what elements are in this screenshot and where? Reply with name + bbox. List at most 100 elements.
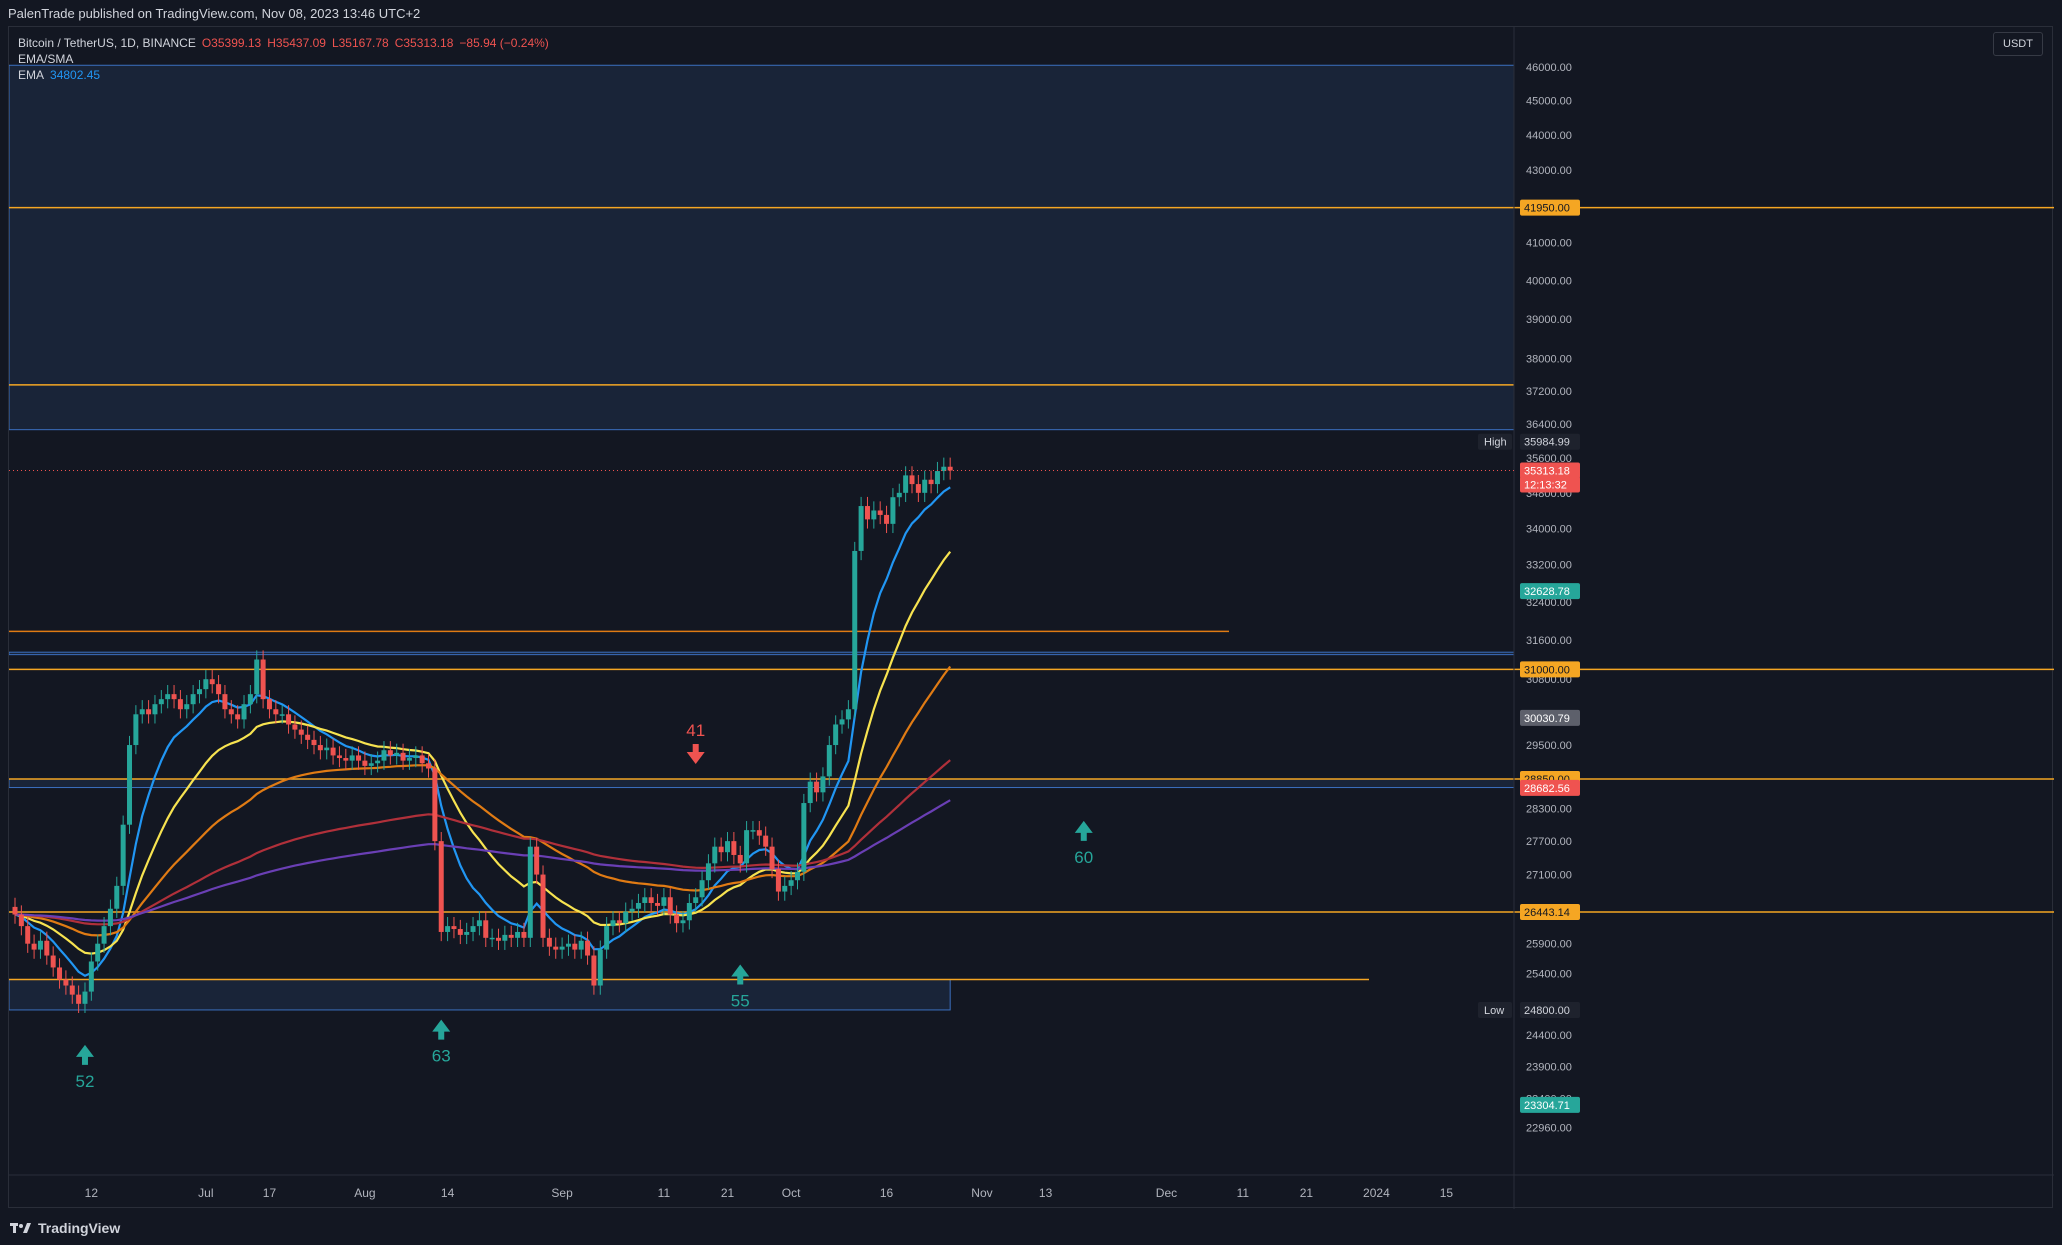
candle-body[interactable] xyxy=(763,835,769,847)
candle-body[interactable] xyxy=(114,885,120,909)
price-chart[interactable]: 52 63 41 55 60 46000.00 45000.00 44000.00 43000.… xyxy=(9,27,2054,1209)
candle-body[interactable] xyxy=(661,897,667,906)
candle-body[interactable] xyxy=(387,750,393,756)
candle-body[interactable] xyxy=(311,739,317,746)
candle-body[interactable] xyxy=(655,902,661,906)
candle-body[interactable] xyxy=(222,694,228,710)
candle-body[interactable] xyxy=(44,940,50,956)
candle-body[interactable] xyxy=(604,926,610,950)
candle-body[interactable] xyxy=(623,911,629,924)
candle-body[interactable] xyxy=(769,846,775,869)
candle-body[interactable] xyxy=(394,752,400,756)
candle-body[interactable] xyxy=(432,768,438,842)
candle-body[interactable] xyxy=(572,943,578,950)
chart-area[interactable]: 52 63 41 55 60 46000.00 45000.00 44000.00 43000.… xyxy=(8,26,2054,1209)
price-marker[interactable] xyxy=(1520,462,1580,479)
candle-body[interactable] xyxy=(101,926,107,944)
candle-body[interactable] xyxy=(814,781,820,793)
candle-body[interactable] xyxy=(864,506,870,520)
candle-body[interactable] xyxy=(324,747,330,751)
candle-body[interactable] xyxy=(228,709,234,715)
legend-ema-sma-row[interactable]: EMA/SMA xyxy=(18,51,549,67)
candle-body[interactable] xyxy=(718,846,724,853)
candle-body[interactable] xyxy=(279,714,285,716)
candle-body[interactable] xyxy=(833,724,839,746)
candle-body[interactable] xyxy=(884,514,890,524)
candle-body[interactable] xyxy=(705,863,711,881)
zone-box[interactable] xyxy=(9,64,1515,431)
candle-body[interactable] xyxy=(286,714,292,725)
candle-body[interactable] xyxy=(235,714,241,720)
candle-body[interactable] xyxy=(807,781,813,804)
candle-body[interactable] xyxy=(699,880,705,898)
candle-body[interactable] xyxy=(890,497,896,524)
candle-body[interactable] xyxy=(107,908,113,927)
candle-body[interactable] xyxy=(381,750,387,761)
candle-body[interactable] xyxy=(839,719,845,725)
candle-body[interactable] xyxy=(63,979,69,986)
candle-body[interactable] xyxy=(216,684,222,695)
candle-body[interactable] xyxy=(241,704,247,720)
price-marker[interactable] xyxy=(1520,199,1580,216)
candle-body[interactable] xyxy=(203,679,209,690)
legend-ema-label[interactable]: EMA xyxy=(18,68,45,82)
candle-body[interactable] xyxy=(750,830,756,832)
candle-body[interactable] xyxy=(413,755,419,759)
candle-body[interactable] xyxy=(508,934,514,938)
candle-body[interactable] xyxy=(419,755,425,764)
candle-body[interactable] xyxy=(744,830,750,864)
candle-body[interactable] xyxy=(37,940,43,950)
candle-body[interactable] xyxy=(693,897,699,903)
candle-body[interactable] xyxy=(502,934,508,941)
candle-body[interactable] xyxy=(934,471,940,485)
candle-body[interactable] xyxy=(330,747,336,756)
candle-body[interactable] xyxy=(470,926,476,932)
price-marker[interactable] xyxy=(1520,583,1580,600)
price-marker[interactable] xyxy=(1520,661,1580,678)
candle-body[interactable] xyxy=(457,929,463,935)
price-marker[interactable] xyxy=(1520,779,1580,796)
candle-body[interactable] xyxy=(928,479,934,485)
candle-body[interactable] xyxy=(635,902,641,909)
candle-body[interactable] xyxy=(794,871,800,881)
candle-body[interactable] xyxy=(616,920,622,924)
price-marker[interactable] xyxy=(1520,433,1580,450)
candle-body[interactable] xyxy=(896,492,902,498)
candle-body[interactable] xyxy=(375,760,381,764)
price-marker[interactable] xyxy=(1520,904,1580,921)
moving-average-line[interactable] xyxy=(14,799,951,922)
candle-body[interactable] xyxy=(464,931,470,935)
candle-body[interactable] xyxy=(775,868,781,892)
candle-body[interactable] xyxy=(476,920,482,927)
currency-selector[interactable]: USDT xyxy=(1993,32,2043,56)
candle-body[interactable] xyxy=(871,510,877,520)
candle-body[interactable] xyxy=(686,902,692,921)
candle-body[interactable] xyxy=(343,758,349,761)
candle-body[interactable] xyxy=(648,897,654,903)
zone-box[interactable] xyxy=(9,651,1515,656)
candle-body[interactable] xyxy=(254,659,260,695)
candle-body[interactable] xyxy=(788,880,794,886)
candle-body[interactable] xyxy=(305,734,311,740)
candle-body[interactable] xyxy=(877,510,883,515)
candle-body[interactable] xyxy=(826,745,832,777)
candle-body[interactable] xyxy=(534,846,540,875)
candle-body[interactable] xyxy=(680,920,686,924)
candle-body[interactable] xyxy=(426,763,432,769)
candle-body[interactable] xyxy=(629,908,635,912)
moving-average-line[interactable] xyxy=(14,759,951,926)
candle-body[interactable] xyxy=(578,940,584,950)
candle-body[interactable] xyxy=(76,994,82,1004)
candle-body[interactable] xyxy=(445,926,451,932)
candle-body[interactable] xyxy=(521,931,527,938)
candle-body[interactable] xyxy=(585,940,591,956)
candle-body[interactable] xyxy=(158,699,164,705)
footer-brand[interactable]: TradingView xyxy=(38,1219,121,1236)
candle-body[interactable] xyxy=(782,885,788,892)
candle-body[interactable] xyxy=(152,704,158,715)
candle-body[interactable] xyxy=(133,714,139,746)
candle-body[interactable] xyxy=(756,830,762,836)
candle-body[interactable] xyxy=(184,704,190,710)
zone-box[interactable] xyxy=(9,978,951,1011)
zone-box[interactable] xyxy=(9,778,1515,789)
